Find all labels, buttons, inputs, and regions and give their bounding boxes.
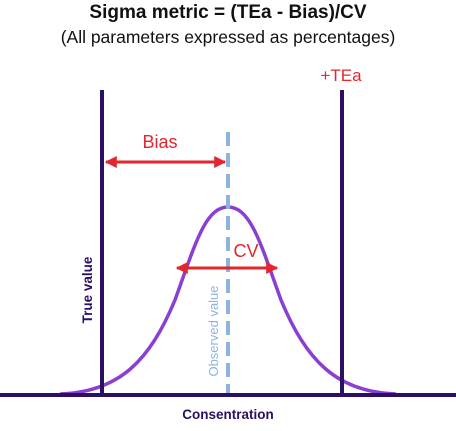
- observed-value-label: Observed value: [206, 285, 221, 376]
- diagram-title: Sigma metric = (TEa - Bias)/CV: [89, 2, 367, 23]
- tea-label: +TEa: [320, 66, 362, 85]
- x-axis-label: Consentration: [182, 407, 274, 422]
- true-value-label: True value: [80, 256, 95, 323]
- diagram-subtitle: (All parameters expressed as percentages…: [60, 27, 396, 47]
- bias-label: Bias: [142, 132, 177, 152]
- cv-label: CV: [233, 241, 258, 261]
